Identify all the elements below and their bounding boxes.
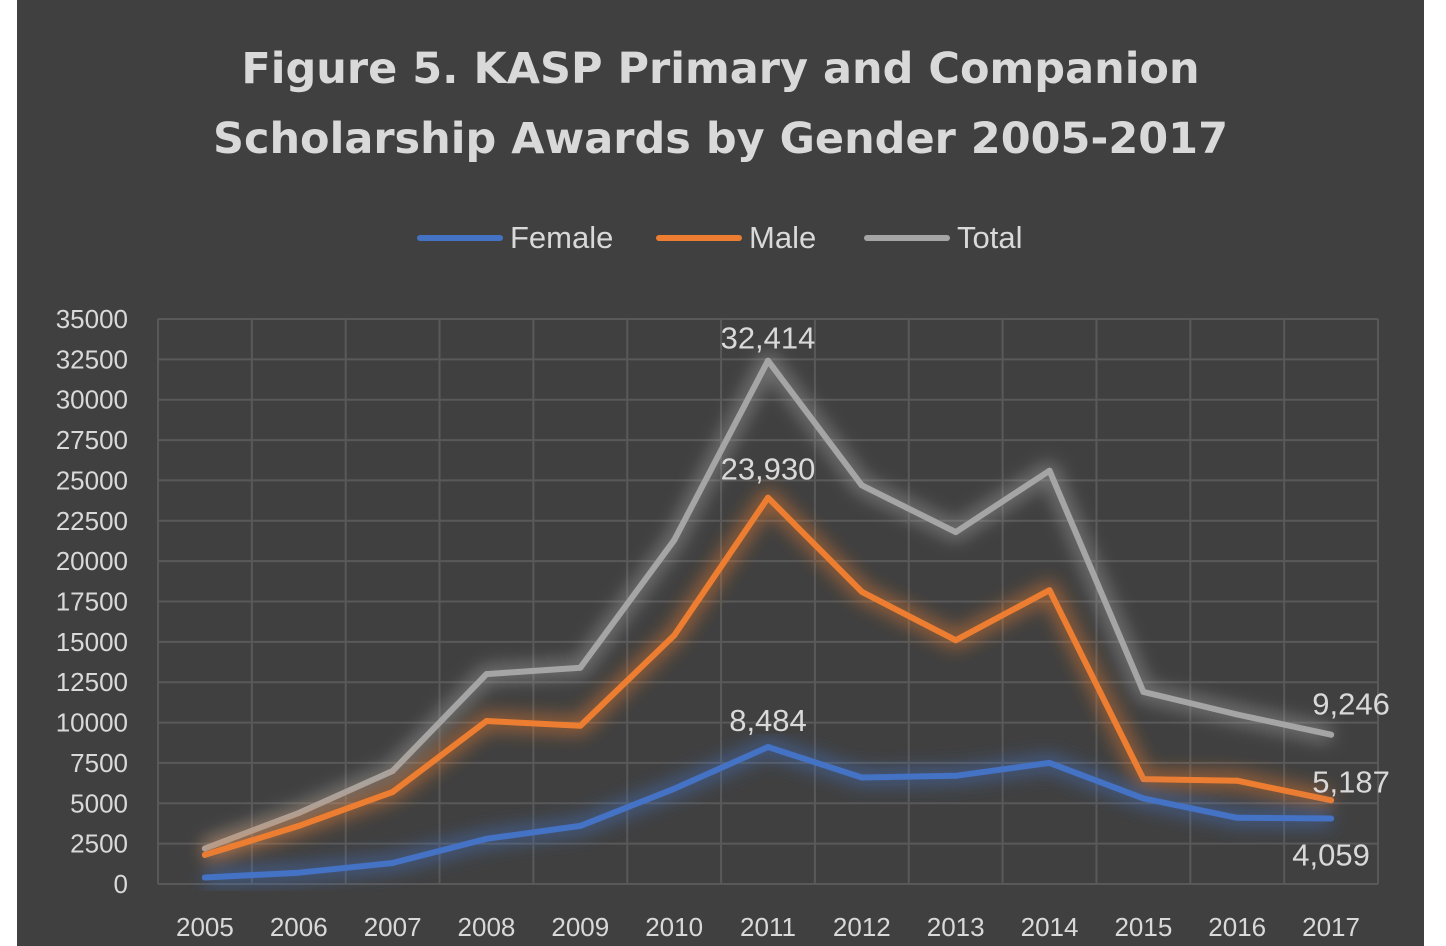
data-point-female [483, 835, 490, 842]
x-tick-label: 2008 [458, 912, 516, 942]
gridlines [157, 318, 1379, 885]
data-point-total [577, 664, 584, 671]
y-tick-label: 32500 [56, 344, 128, 374]
y-tick-label: 25000 [56, 465, 128, 495]
axis-labels: 0 2500 5000 7500 10000 12500 15000 17500 20000 22… [56, 304, 1360, 942]
data-label-female: 4,059 [1292, 837, 1370, 872]
data-point-total [858, 482, 865, 489]
data-point-female [671, 785, 678, 792]
data-point-female [577, 822, 584, 829]
data-point-male [389, 788, 396, 795]
data-point-male [1328, 797, 1335, 804]
chart-svg: 0 2500 5000 7500 10000 12500 15000 17500 20000 22… [56, 220, 1390, 942]
data-point-total [295, 809, 302, 816]
data-point-male [1140, 776, 1147, 783]
x-tick-label: 2016 [1208, 912, 1266, 942]
y-tick-label: 5000 [70, 788, 128, 818]
data-point-male [952, 637, 959, 644]
data-point-total [671, 537, 678, 544]
x-tick-label: 2013 [927, 912, 985, 942]
series-lines [201, 352, 1335, 886]
legend-label-female: Female [510, 220, 613, 255]
data-label-total: 9,246 [1312, 687, 1390, 722]
x-tick-label: 2011 [740, 912, 796, 942]
data-point-female [295, 869, 302, 876]
legend: Female Male Total [417, 220, 1022, 255]
chart-frame: Figure 5. KASP Primary and Companion Sch… [17, 0, 1424, 946]
x-tick-label: 2015 [1114, 912, 1172, 942]
data-point-male [765, 494, 771, 501]
data-label-total: 32,414 [721, 321, 816, 356]
data-point-female [389, 860, 396, 867]
data-point-female [1140, 795, 1147, 802]
x-tick-label: 2014 [1021, 912, 1079, 942]
legend-label-total: Total [957, 220, 1022, 255]
data-point-male [295, 822, 302, 829]
x-tick-label: 2007 [364, 912, 422, 942]
data-point-female [765, 744, 771, 751]
x-tick-label: 2009 [551, 912, 609, 942]
data-point-female [858, 774, 865, 781]
y-tick-label: 2500 [70, 829, 128, 859]
data-point-female [1046, 759, 1053, 766]
data-point-total [1046, 467, 1053, 474]
x-tick-label: 2005 [176, 912, 234, 942]
data-point-female [1234, 814, 1241, 821]
data-point-female [952, 772, 959, 779]
y-tick-label: 7500 [70, 748, 128, 778]
chart-title-line-2: Scholarship Awards by Gender 2005-2017 [212, 114, 1228, 164]
data-point-female [1328, 815, 1335, 822]
chart-title-line-1: Figure 5. KASP Primary and Companion [241, 44, 1200, 94]
data-point-male [483, 717, 490, 724]
data-label-female: 8,484 [729, 703, 807, 738]
y-tick-label: 17500 [56, 587, 128, 617]
x-tick-label: 2012 [833, 912, 891, 942]
x-tick-label: 2006 [270, 912, 328, 942]
data-labels: 8,484 4,059 23,930 5,187 32,414 9,246 [721, 321, 1390, 873]
y-tick-label: 35000 [56, 304, 128, 334]
chart-title: Figure 5. KASP Primary and Companion Sch… [17, 34, 1424, 174]
data-point-male [1046, 587, 1053, 594]
data-point-total [389, 768, 396, 774]
data-point-total [1140, 688, 1147, 695]
data-point-total [483, 671, 490, 678]
x-tick-label: 2017 [1302, 912, 1360, 942]
data-point-male [1234, 777, 1241, 784]
y-tick-label: 20000 [56, 546, 128, 576]
y-tick-label: 30000 [56, 385, 128, 415]
data-point-total [1234, 711, 1241, 718]
y-tick-label: 15000 [56, 627, 128, 657]
data-point-female [201, 874, 208, 881]
x-tick-label: 2010 [645, 912, 703, 942]
data-point-male [671, 632, 678, 639]
data-label-male: 5,187 [1312, 764, 1390, 799]
data-point-male [201, 851, 208, 858]
y-tick-label: 22500 [56, 506, 128, 536]
data-point-total [952, 529, 959, 536]
series-glow-female [204, 739, 1332, 886]
y-tick-label: 10000 [56, 708, 128, 738]
data-point-total [1328, 731, 1335, 738]
y-tick-label: 12500 [56, 667, 128, 697]
data-point-male [577, 722, 584, 729]
y-tick-label: 0 [114, 869, 128, 899]
legend-label-male: Male [749, 220, 816, 255]
data-point-male [858, 588, 865, 595]
data-point-total [765, 357, 771, 364]
data-label-male: 23,930 [721, 452, 816, 487]
y-tick-label: 27500 [56, 425, 128, 455]
